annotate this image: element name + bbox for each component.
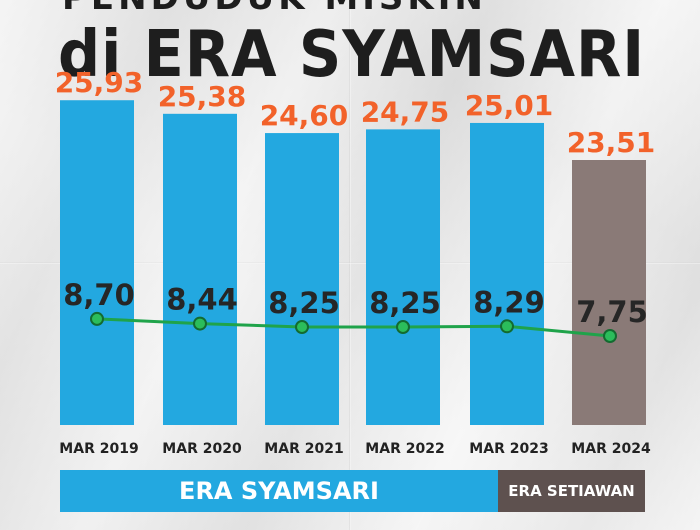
line-series (96, 317, 611, 338)
bar-0 (60, 100, 134, 425)
bar-value-label-0: 25,93 (55, 66, 144, 99)
line-point-1 (193, 316, 207, 331)
title-line-1: PENDUDUK MISKIN (62, 0, 487, 18)
category-label-2: MAR 2021 (264, 441, 343, 457)
title-line-2: di ERA SYAMSARI (58, 18, 646, 92)
line-value-label-3: 8,25 (369, 286, 441, 320)
line-point-0 (90, 311, 104, 326)
bar-value-label-2: 24,60 (260, 99, 349, 132)
line-point-3 (396, 320, 410, 334)
line-point-5 (603, 329, 617, 343)
line-value-label-4: 8,29 (473, 285, 545, 319)
bar-5 (572, 160, 646, 425)
category-label-0: MAR 2019 (59, 441, 138, 457)
category-label-4: MAR 2023 (469, 441, 548, 457)
category-label-1: MAR 2020 (162, 441, 242, 457)
paper-crease-vertical (349, 0, 351, 530)
era-setiawan-band: ERA SETIAWAN (498, 470, 645, 512)
bar-value-label-3: 24,75 (361, 95, 450, 128)
category-label-3: MAR 2022 (365, 441, 444, 457)
bar-value-label-1: 25,38 (158, 80, 247, 113)
line-value-label-5: 7,75 (576, 295, 648, 329)
category-label-5: MAR 2024 (571, 441, 651, 457)
line-point-2 (295, 320, 309, 334)
bar-value-label-4: 25,01 (465, 89, 554, 122)
line-value-label-2: 8,25 (268, 286, 340, 320)
line-value-label-0: 8,70 (63, 278, 135, 312)
bar-2 (265, 133, 339, 425)
paper-crease-horizontal (0, 262, 700, 264)
bar-3 (366, 129, 440, 425)
line-point-4 (500, 319, 514, 334)
bar-4 (470, 122, 544, 425)
era-syamsari-band: ERA SYAMSARI (60, 470, 498, 512)
line-value-label-1: 8,44 (166, 283, 238, 317)
bar-1 (163, 113, 237, 425)
bar-value-label-5: 23,51 (567, 126, 656, 159)
